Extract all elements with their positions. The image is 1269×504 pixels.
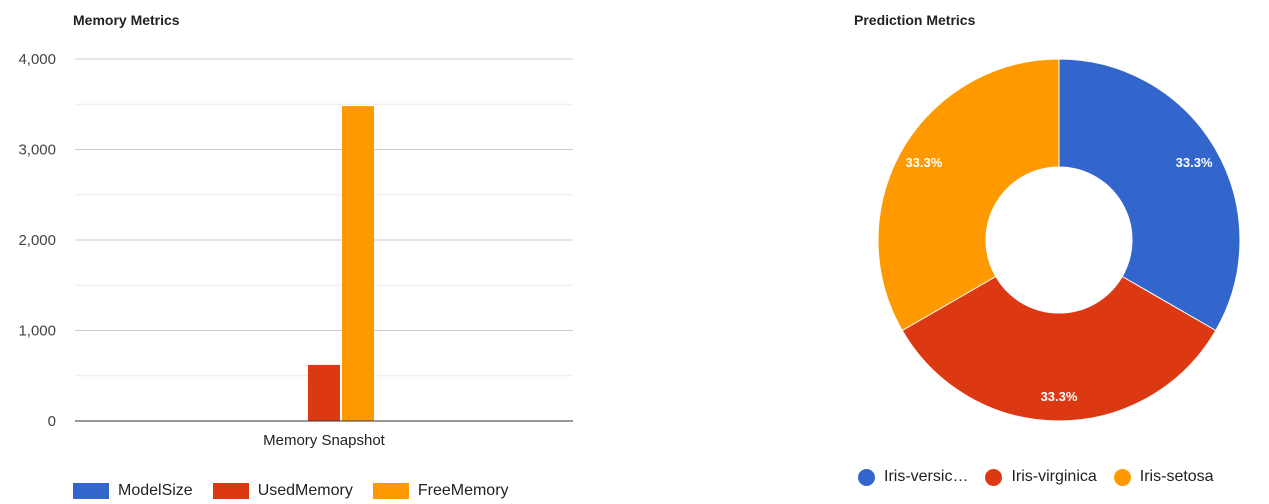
legend-dot — [1113, 468, 1131, 486]
legend-label: Iris-virginica — [1011, 468, 1097, 485]
y-tick-label: 0 — [48, 413, 56, 430]
y-tick-label: 4,000 — [18, 51, 56, 68]
legend-dot — [985, 468, 1003, 486]
y-tick-label: 2,000 — [18, 232, 56, 249]
legend-swatch — [73, 483, 109, 499]
legend-label: FreeMemory — [417, 482, 509, 499]
prediction-metrics-chart: Prediction Metrics 33.3% 33.3% 33.3% Iris-… — [840, 0, 1269, 504]
chart-title: Prediction Metrics — [854, 12, 976, 28]
legend-item-freememory[interactable]: FreeMemory — [372, 482, 509, 500]
slice-label: 33.3% — [905, 155, 942, 170]
y-tick-label: 3,000 — [18, 142, 56, 159]
slice-iris-virginica[interactable] — [901, 275, 1217, 422]
legend-item-usedmemory[interactable]: UsedMemory — [212, 482, 353, 500]
legend-item-iris-setosa[interactable]: Iris-setosa — [1113, 468, 1214, 486]
legend-item-iris-versicolor[interactable]: Iris-versic… — [858, 468, 968, 486]
slice-iris-setosa[interactable] — [877, 58, 1060, 332]
slice-label: 33.3% — [1041, 389, 1078, 404]
legend-label: Iris-setosa — [1139, 468, 1214, 485]
legend-label: UsedMemory — [257, 482, 353, 499]
bar-chart-legend: ModelSize UsedMemory FreeMemory — [73, 482, 529, 500]
legend-item-modelsize[interactable]: ModelSize — [73, 482, 193, 500]
legend-label: ModelSize — [118, 482, 193, 499]
bar-usedmemory[interactable] — [308, 364, 340, 421]
x-category-label: Memory Snapshot — [263, 432, 386, 449]
bar-freememory[interactable] — [342, 106, 374, 421]
memory-metrics-chart: Memory Metrics 0 1,000 2,000 3,000 4,000 Memo… — [0, 0, 600, 504]
donut-chart-legend: Iris-versic… Iris-virginica Iris-setosa — [858, 468, 1231, 486]
bar-chart-plot: 0 1,000 2,000 3,000 4,000 Memory Snapshot — [18, 51, 573, 449]
legend-dot — [858, 468, 875, 486]
chart-title: Memory Metrics — [73, 12, 180, 28]
donut-chart-plot: 33.3% 33.3% 33.3% — [877, 58, 1241, 422]
legend-swatch — [212, 483, 249, 499]
slice-label: 33.3% — [1176, 155, 1213, 170]
legend-label: Iris-versic… — [884, 468, 969, 485]
slice-iris-versicolor[interactable] — [1058, 58, 1241, 332]
y-tick-label: 1,000 — [18, 323, 56, 340]
legend-item-iris-virginica[interactable]: Iris-virginica — [985, 468, 1097, 486]
legend-swatch — [372, 483, 409, 499]
